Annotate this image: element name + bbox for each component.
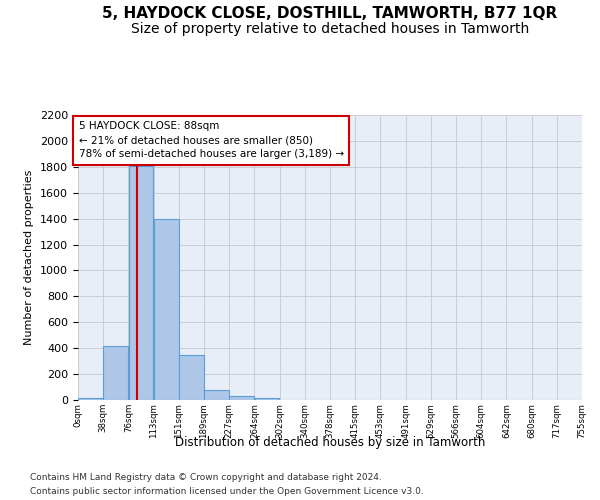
Y-axis label: Number of detached properties: Number of detached properties	[25, 170, 34, 345]
Bar	[154, 218, 179, 400]
Bar	[229, 396, 254, 400]
Text: Size of property relative to detached houses in Tamworth: Size of property relative to detached ho…	[131, 22, 529, 36]
Bar	[128, 166, 154, 400]
Text: Contains public sector information licensed under the Open Government Licence v3: Contains public sector information licen…	[30, 486, 424, 496]
Bar	[254, 398, 280, 400]
Bar	[179, 354, 204, 400]
Bar	[78, 398, 103, 400]
Text: 5 HAYDOCK CLOSE: 88sqm
← 21% of detached houses are smaller (850)
78% of semi-de: 5 HAYDOCK CLOSE: 88sqm ← 21% of detached…	[79, 122, 344, 160]
Bar	[103, 346, 128, 400]
Text: 5, HAYDOCK CLOSE, DOSTHILL, TAMWORTH, B77 1QR: 5, HAYDOCK CLOSE, DOSTHILL, TAMWORTH, B7…	[103, 6, 557, 21]
Text: Distribution of detached houses by size in Tamworth: Distribution of detached houses by size …	[175, 436, 485, 449]
Bar	[204, 390, 229, 400]
Text: Contains HM Land Registry data © Crown copyright and database right 2024.: Contains HM Land Registry data © Crown c…	[30, 473, 382, 482]
